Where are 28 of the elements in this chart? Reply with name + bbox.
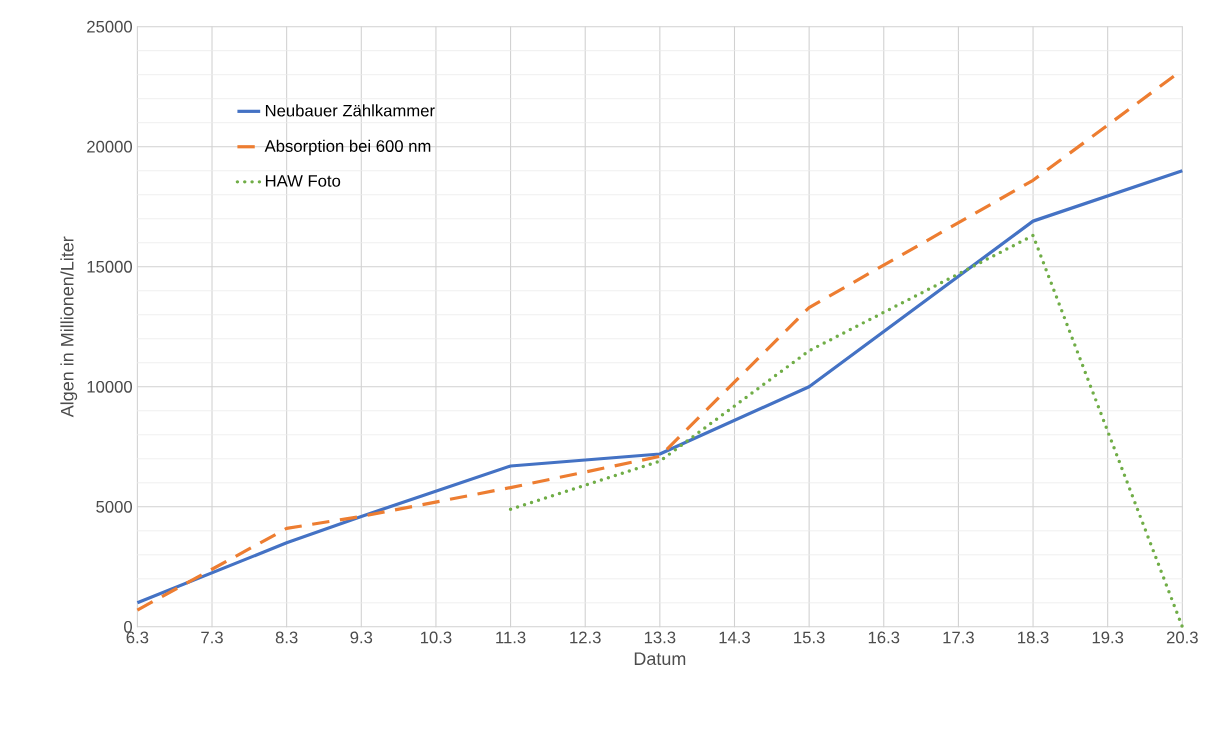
y-tick-label: 0 [124, 621, 133, 633]
x-tick-label: 18.3 [1018, 631, 1049, 644]
legend-label: HAW Foto [265, 175, 341, 187]
x-tick-label: 9.3 [350, 631, 373, 644]
y-tick-label: 5000 [96, 501, 132, 513]
line-series [508, 234, 1185, 629]
y-tick-label: 15000 [87, 261, 132, 273]
y-tick-label: 20000 [87, 141, 132, 153]
x-tick-label: 14.3 [719, 631, 750, 644]
x-tick-label: 16.3 [868, 631, 900, 644]
x-tick-label: 15.3 [794, 631, 825, 644]
x-tick-label: 6.3 [126, 631, 149, 644]
x-tick-label: 7.3 [201, 631, 223, 644]
x-tick-label: 12.3 [570, 631, 601, 644]
x-tick-label: 8.3 [275, 631, 298, 644]
x-tick-label: 11.3 [496, 631, 526, 644]
x-tick-label: 17.3 [943, 631, 974, 644]
x-tick-label: 13.3 [644, 631, 676, 644]
y-axis-title: Algen in Millionen/Liter [60, 236, 78, 418]
x-tick-label: 10.3 [420, 631, 452, 644]
y-tick-label: 10000 [87, 381, 132, 393]
y-tick-label: 25000 [87, 21, 132, 33]
legend-label: Neubauer Zählkammer [265, 104, 435, 117]
x-axis-title: Datum [634, 652, 686, 666]
x-tick-label: 20.3 [1166, 631, 1198, 644]
line-series [135, 169, 1184, 605]
legend-label: Absorption bei 600 nm [264, 139, 431, 156]
x-tick-label: 19.3 [1092, 631, 1124, 644]
